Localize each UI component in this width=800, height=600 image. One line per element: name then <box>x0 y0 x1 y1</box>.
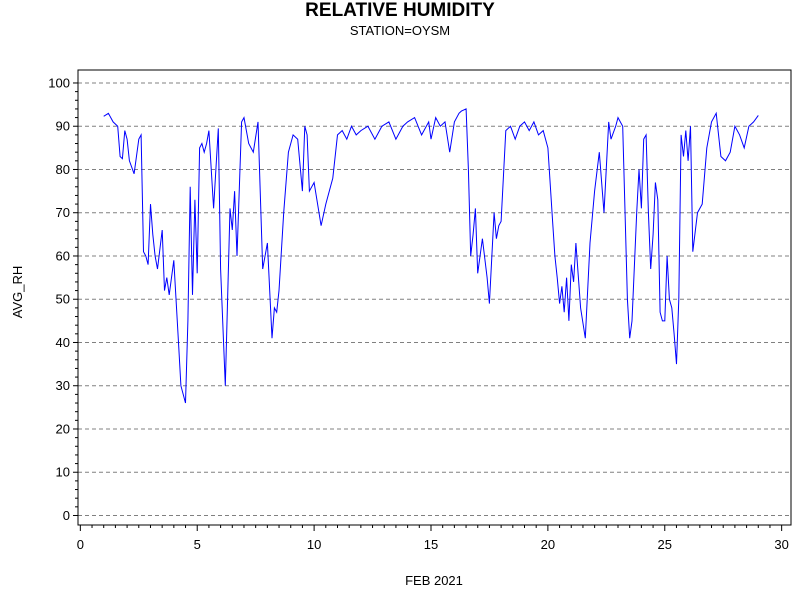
y-tick-label-60: 60 <box>56 248 70 263</box>
y-tick-label-20: 20 <box>56 421 70 436</box>
x-tick-label-25: 25 <box>658 537 672 552</box>
y-tick-label-30: 30 <box>56 378 70 393</box>
y-tick-label-40: 40 <box>56 335 70 350</box>
y-tick-label-100: 100 <box>48 75 70 90</box>
y-tick-label-50: 50 <box>56 292 70 307</box>
x-tick-label-15: 15 <box>424 537 438 552</box>
x-tick-label-20: 20 <box>541 537 555 552</box>
y-axis-label: AVG_RH <box>10 266 25 319</box>
axis-ticks <box>73 82 783 531</box>
chart-title: RELATIVE HUMIDITY <box>305 0 495 21</box>
y-tick-label-90: 90 <box>56 119 70 134</box>
x-tick-label-10: 10 <box>307 537 321 552</box>
x-tick-label-30: 30 <box>774 537 788 552</box>
x-tick-label-5: 5 <box>194 537 201 552</box>
y-tick-label-80: 80 <box>56 162 70 177</box>
humidity-series-line <box>103 108 759 404</box>
tick-labels: 0 10 20 30 40 50 60 70 80 90 100 0 5 10 15 20 25 30 <box>48 75 789 552</box>
y-tick-label-70: 70 <box>56 205 70 220</box>
x-axis-label: FEB 2021 <box>405 573 463 588</box>
chart-subtitle: STATION=OYSM <box>349 23 451 38</box>
y-tick-label-10: 10 <box>56 465 70 480</box>
plot-frame <box>77 69 792 526</box>
x-tick-label-0: 0 <box>77 537 84 552</box>
y-tick-label-0: 0 <box>63 508 70 523</box>
